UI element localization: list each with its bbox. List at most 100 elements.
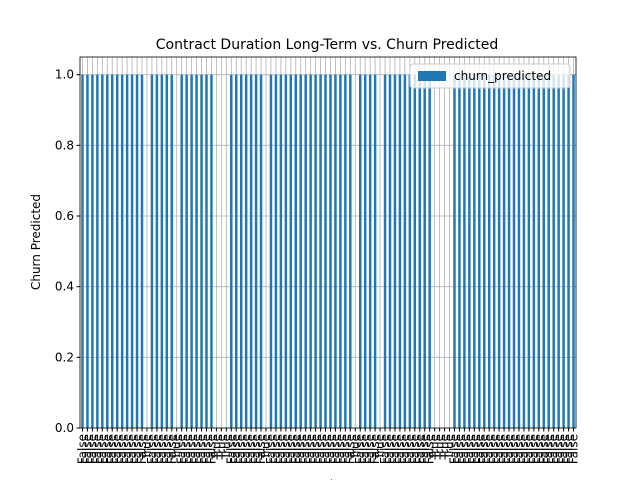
chart-title: Contract Duration Long-Term vs. Churn Pr… — [156, 37, 499, 53]
x-tick-label: False — [309, 434, 323, 464]
bar — [180, 74, 183, 429]
x-tick-label: True — [214, 434, 228, 461]
x-tick-label: True — [428, 434, 442, 461]
x-tick-label: False — [75, 434, 89, 464]
x-tick-label: False — [135, 434, 149, 464]
x-tick-label: False — [185, 434, 199, 464]
x-tick-label: False — [289, 434, 303, 464]
bar — [91, 74, 94, 429]
x-tick-label: False — [393, 434, 407, 464]
bar — [279, 74, 283, 429]
x-tick-label: False — [100, 434, 114, 464]
bar — [428, 74, 431, 429]
x-tick-label: False — [398, 434, 412, 464]
bar — [324, 74, 327, 429]
x-tick-label: False — [224, 434, 238, 464]
x-tick-label: False — [537, 434, 551, 464]
x-tick-label: False — [472, 434, 486, 464]
bar — [190, 74, 193, 429]
x-tick-label: False — [284, 434, 298, 464]
bar — [319, 74, 322, 429]
x-tick-label: False — [517, 434, 531, 464]
bar — [537, 74, 541, 429]
bar — [562, 74, 565, 429]
bar — [532, 74, 536, 429]
x-tick-label: False — [244, 434, 258, 464]
x-tick-label: False — [328, 434, 342, 464]
x-tick-label: False — [199, 434, 213, 464]
x-tick-label: False — [323, 434, 337, 464]
x-tick-label: False — [363, 434, 377, 464]
x-tick-label: True — [140, 434, 154, 461]
x-tick-label: True — [373, 434, 387, 461]
bar — [185, 74, 188, 429]
x-tick-label: False — [249, 434, 263, 464]
x-tick-label: False — [467, 434, 481, 464]
bar — [388, 74, 392, 429]
legend-box — [409, 63, 571, 89]
x-tick-label: False — [85, 434, 99, 464]
bar — [507, 74, 511, 429]
bar — [483, 74, 486, 429]
x-tick-label: False — [95, 434, 109, 464]
x-tick-label: False — [304, 434, 318, 464]
x-tick-label: False — [314, 434, 328, 464]
bar — [254, 74, 258, 429]
bar — [542, 74, 545, 429]
x-tick-label: False — [145, 434, 159, 464]
bar — [249, 74, 253, 429]
x-tick-label: False — [120, 434, 134, 464]
x-tick-label: False — [378, 434, 392, 464]
bar — [478, 74, 481, 429]
x-tick-label: False — [90, 434, 104, 464]
bar — [230, 74, 233, 429]
x-tick-label: False — [229, 434, 243, 464]
x-tick-label: False — [487, 434, 501, 464]
x-tick-label: False — [353, 434, 367, 464]
x-tick-label: True — [443, 434, 457, 461]
x-tick-label: False — [457, 434, 471, 464]
bar — [359, 74, 362, 429]
bar — [269, 74, 273, 429]
bar — [458, 74, 461, 429]
bar — [502, 74, 506, 429]
legend-swatch — [418, 71, 446, 81]
bar — [398, 74, 402, 429]
bar — [205, 74, 208, 429]
y-tick-label: 1.0 — [55, 68, 74, 82]
x-tick-label: False — [80, 434, 94, 464]
bar — [86, 74, 89, 429]
x-tick-label: False — [418, 434, 432, 464]
bar — [200, 74, 203, 429]
bar — [96, 74, 99, 429]
bar — [259, 74, 263, 429]
x-tick-label: False — [319, 434, 333, 464]
bar — [140, 74, 144, 429]
x-tick-label: False — [195, 434, 209, 464]
y-tick-label: 0.0 — [55, 421, 74, 435]
bar — [244, 74, 248, 429]
y-tick-label: 0.8 — [55, 138, 74, 152]
x-tick-label: False — [482, 434, 496, 464]
bar — [101, 74, 104, 429]
x-tick-label: False — [299, 434, 313, 464]
bar — [383, 74, 387, 429]
bar — [165, 74, 169, 429]
bar — [413, 74, 417, 429]
bar — [403, 74, 407, 429]
bar — [492, 74, 496, 429]
bar — [557, 74, 560, 429]
bar — [111, 74, 114, 429]
x-tick-label: False — [512, 434, 526, 464]
x-tick-label: False — [190, 434, 204, 464]
x-tick-label: False — [368, 434, 382, 464]
bar — [304, 74, 307, 429]
bar — [235, 74, 238, 429]
bar — [135, 74, 139, 429]
bar — [284, 74, 288, 429]
bar — [274, 74, 278, 429]
x-tick-label: False — [477, 434, 491, 464]
bar — [299, 74, 302, 429]
x-tick-label: False — [562, 434, 576, 464]
